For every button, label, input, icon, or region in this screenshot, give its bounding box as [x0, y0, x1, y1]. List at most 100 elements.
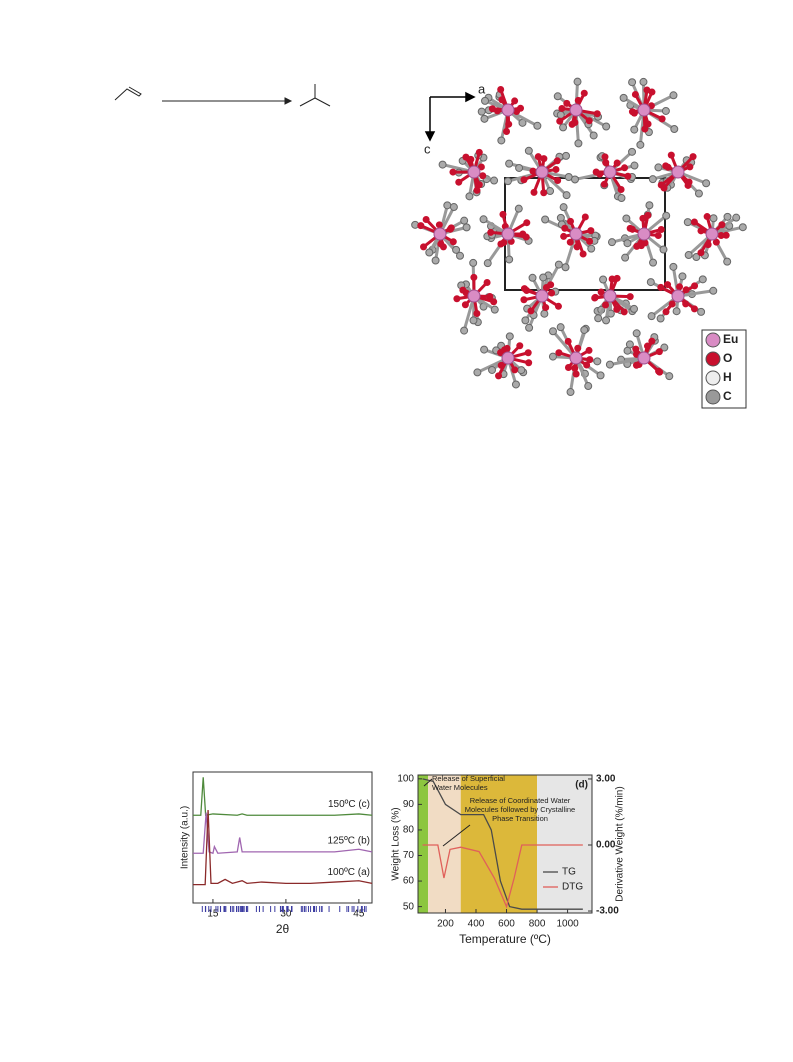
axis-label: c	[424, 141, 431, 156]
oxygen-atom	[586, 117, 593, 124]
oxygen-atom	[691, 219, 698, 226]
oxygen-atom	[453, 295, 460, 302]
legend-label: H	[723, 370, 732, 384]
oxygen-atom	[497, 86, 504, 93]
carbon-atom	[606, 361, 613, 368]
europium-atom	[502, 352, 514, 364]
carbon-atom	[685, 252, 692, 259]
oxygen-atom	[499, 211, 506, 218]
carbon-atom	[555, 261, 562, 268]
annotation: Release of Coordinated Water	[470, 796, 571, 805]
oxygen-atom	[459, 287, 466, 294]
oxygen-atom	[484, 279, 491, 286]
oxygen-atom	[632, 346, 639, 353]
carbon-atom	[540, 274, 547, 281]
carbon-atom	[684, 219, 691, 226]
carbon-atom	[525, 147, 532, 154]
carbon-atom	[595, 315, 602, 322]
carbon-atom	[563, 192, 570, 199]
oxygen-atom	[586, 356, 593, 363]
carbon-atom	[453, 246, 460, 253]
legend-swatch	[706, 333, 720, 347]
carbon-atom	[557, 214, 564, 221]
carbon-atom	[660, 246, 667, 253]
legend-label: C	[723, 389, 732, 403]
carbon-atom	[491, 177, 498, 184]
oxygen-atom	[632, 91, 639, 98]
oxygen-atom	[567, 218, 574, 225]
carbon-atom	[549, 353, 556, 360]
oxygen-atom	[555, 303, 562, 310]
carbon-atom	[597, 372, 604, 379]
oxygen-atom	[417, 222, 424, 229]
oxygen-atom	[504, 345, 511, 352]
crystal-structure	[412, 78, 747, 395]
oxygen-atom	[467, 156, 474, 163]
carbon-atom	[703, 180, 710, 187]
oxygen-atom	[470, 274, 477, 281]
carbon-atom	[699, 276, 706, 283]
europium-atom	[468, 290, 480, 302]
oxygen-atom	[697, 249, 704, 256]
carbon-atom	[626, 341, 633, 348]
oxygen-atom	[691, 305, 698, 312]
oxygen-atom	[602, 159, 609, 166]
carbon-atom	[491, 306, 498, 313]
carbon-atom	[710, 215, 717, 222]
y-tick-label: 60	[403, 876, 415, 887]
oxygen-atom	[571, 365, 578, 372]
carbon-atom	[695, 190, 702, 197]
carbon-atom	[563, 152, 570, 159]
oxygen-atom	[592, 294, 599, 301]
oxygen-atom	[659, 115, 666, 122]
oxygen-atom	[621, 308, 628, 315]
oxygen-atom	[601, 181, 608, 188]
oxygen-atom	[498, 362, 505, 369]
carbon-atom	[484, 260, 491, 267]
oxygen-atom	[631, 110, 638, 117]
carbon-atom	[655, 164, 662, 171]
oxygen-atom	[540, 155, 547, 162]
region	[418, 775, 428, 913]
oxygen-atom	[658, 182, 665, 189]
oxygen-atom	[560, 233, 567, 240]
legend-label: TG	[562, 867, 576, 878]
x-tick-label: 1000	[556, 919, 579, 930]
oxygen-atom	[586, 238, 593, 245]
carbon-atom	[662, 107, 669, 114]
carbon-atom	[647, 279, 654, 286]
oxygen-atom	[641, 126, 648, 133]
y2-tick-label: 0.00	[596, 840, 616, 851]
oxygen-atom	[525, 349, 532, 356]
oxygen-atom	[476, 149, 483, 156]
carbon-atom	[547, 188, 554, 195]
oxygen-atom	[602, 301, 609, 308]
y-tick-label: 70	[403, 850, 415, 861]
oxygen-atom	[447, 226, 454, 233]
oxygen-atom	[503, 128, 510, 135]
oxygen-atom	[627, 293, 634, 300]
carbon-atom	[631, 305, 638, 312]
europium-atom	[706, 228, 718, 240]
oxygen-atom	[574, 345, 581, 352]
oxygen-atom	[497, 241, 504, 248]
reaction-scheme	[115, 84, 330, 106]
oxygen-atom	[574, 243, 581, 250]
oxygen-atom	[423, 216, 430, 223]
oxygen-atom	[495, 372, 502, 379]
carbon-atom	[623, 215, 630, 222]
oxygen-atom	[540, 189, 547, 196]
oxygen-atom	[676, 283, 683, 290]
europium-atom	[638, 228, 650, 240]
oxygen-atom	[718, 232, 725, 239]
oxygen-atom	[552, 166, 559, 173]
oxygen-atom	[511, 366, 518, 373]
oxygen-atom	[633, 243, 640, 250]
carbon-atom	[650, 259, 657, 266]
y2-tick-label: -3.00	[596, 906, 619, 917]
oxygen-atom	[614, 275, 621, 282]
oxygen-atom	[621, 164, 628, 171]
oxygen-atom	[565, 338, 572, 345]
carbon-atom	[733, 214, 740, 221]
